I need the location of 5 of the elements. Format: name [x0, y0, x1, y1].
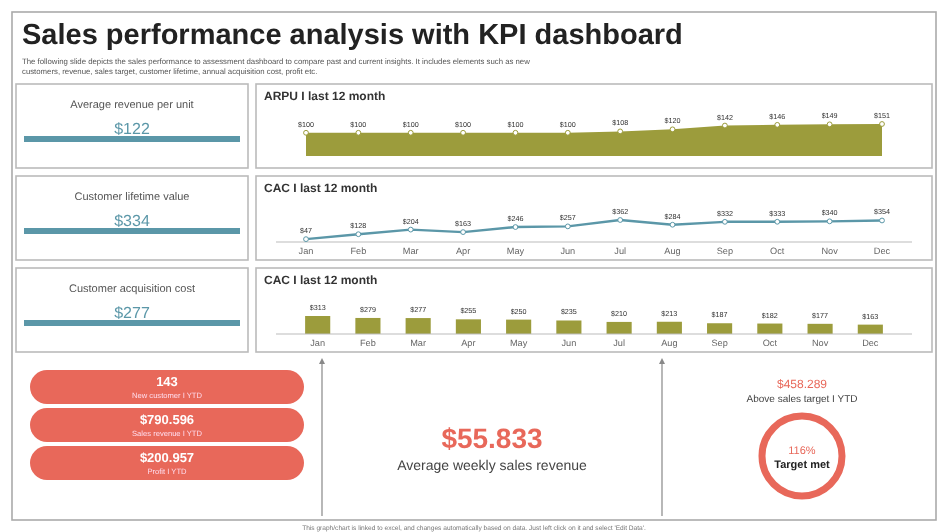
text: Sales performance analysis with KPI dashboard — [22, 20, 683, 52]
text: $334 — [114, 212, 151, 230]
text: $122 — [114, 120, 151, 138]
text: $277 — [114, 304, 151, 322]
text: $55.833 — [441, 422, 544, 454]
